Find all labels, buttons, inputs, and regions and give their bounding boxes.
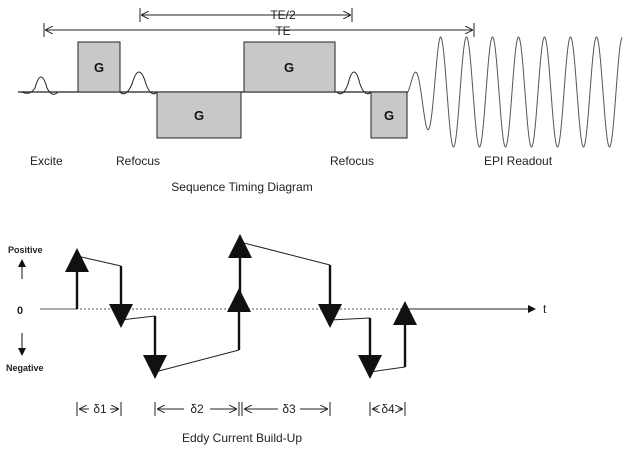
excite-label: Excite	[30, 154, 63, 168]
negative-label: Negative	[6, 363, 44, 373]
svg-text:G: G	[194, 108, 204, 123]
eddy-caption: Eddy Current Build-Up	[182, 431, 302, 445]
positive-label: Positive	[8, 245, 43, 255]
svg-text:G: G	[94, 60, 104, 75]
epi-readout-label: EPI Readout	[484, 154, 553, 168]
sequence-timing-diagram: TE/2 TE G G G	[18, 8, 623, 194]
te-half-dimension: TE/2	[139, 8, 353, 22]
sequence-caption: Sequence Timing Diagram	[171, 180, 312, 194]
gradient-lobe-2: G	[156, 91, 242, 139]
interval-markers	[76, 402, 406, 416]
refocus-label-1: Refocus	[116, 154, 160, 168]
interval-delta-3: δ3	[282, 402, 296, 416]
zero-label: 0	[17, 305, 23, 317]
eddy-current-diagram: Positive 0 Negative t	[6, 234, 547, 445]
refocus-rf-pulse-1	[119, 71, 158, 95]
interval-delta-4: δ4	[381, 402, 395, 416]
refocus-rf-pulse-2	[336, 71, 372, 95]
te-half-label: TE/2	[270, 8, 296, 22]
svg-text:G: G	[384, 108, 394, 123]
eddy-step-arrows	[65, 234, 417, 379]
gradient-lobe-3: G	[243, 41, 336, 93]
refocus-label-2: Refocus	[330, 154, 374, 168]
interval-delta-1: δ1	[93, 402, 107, 416]
interval-delta-2: δ2	[190, 402, 204, 416]
svg-text:G: G	[284, 60, 294, 75]
gradient-lobe-4: G	[370, 91, 408, 139]
epi-readout-signal	[407, 36, 623, 148]
time-axis-label: t	[543, 302, 547, 316]
te-dimension: TE	[43, 23, 475, 38]
te-label: TE	[275, 24, 290, 38]
excite-rf-pulse	[21, 76, 64, 95]
gradient-lobe-1: G	[77, 41, 121, 93]
